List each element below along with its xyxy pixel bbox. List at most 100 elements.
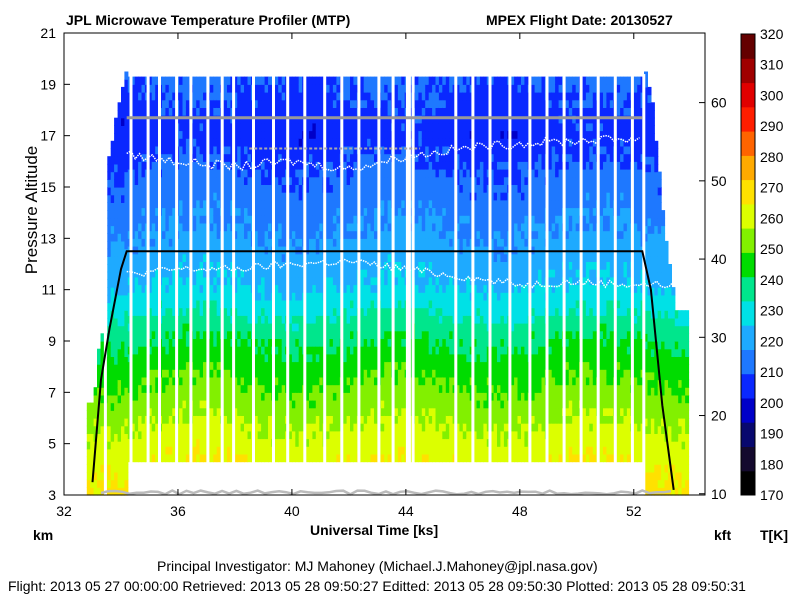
heat-cell: [131, 284, 136, 293]
heat-cell: [148, 76, 153, 85]
heat-cell: [367, 400, 372, 409]
heat-cell: [421, 307, 426, 316]
heat-cell: [131, 222, 136, 232]
heat-cell: [148, 338, 153, 347]
heat-cell: [182, 323, 187, 332]
heat-cell: [196, 384, 201, 393]
heat-cell: [257, 346, 262, 355]
heat-cell: [319, 107, 324, 116]
heat-cell: [309, 169, 313, 178]
heat-cell: [326, 122, 331, 132]
heat-cell: [415, 284, 419, 293]
heat-cell: [346, 284, 351, 293]
heat-cell: [134, 330, 139, 339]
heat-cell: [274, 423, 279, 432]
heat-cell: [343, 315, 348, 324]
heat-cell: [148, 115, 153, 124]
heat-cell: [213, 376, 218, 386]
heat-cell: [124, 79, 129, 88]
heat-cell: [435, 361, 440, 370]
heat-cell: [374, 292, 378, 301]
heat-cell: [117, 479, 122, 488]
heat-cell: [332, 353, 337, 363]
heat-cell: [415, 338, 419, 347]
heat-cell: [257, 115, 262, 124]
heat-cell: [165, 284, 170, 293]
heat-cell: [432, 392, 437, 401]
heat-cell: [110, 348, 115, 357]
heat-cell: [196, 330, 201, 339]
heat-cell: [387, 299, 392, 309]
heat-cell: [124, 441, 129, 450]
heat-cell: [336, 253, 341, 262]
heat-cell: [319, 407, 324, 416]
heat-cell: [213, 407, 218, 416]
heat-cell: [370, 276, 375, 286]
heat-cell: [360, 207, 365, 216]
heat-cell: [227, 130, 231, 139]
heat-cell: [257, 430, 262, 440]
heat-cell: [131, 384, 136, 393]
heat-cell: [151, 415, 156, 424]
heat-cell: [185, 230, 190, 239]
heat-cell: [134, 192, 139, 201]
heat-cell: [432, 338, 437, 347]
heat-cell: [209, 330, 214, 339]
heat-cell: [350, 84, 354, 93]
heat-cell: [244, 138, 248, 147]
heat-cell: [124, 425, 129, 434]
heat-cell: [309, 353, 313, 363]
heat-cell: [428, 99, 433, 108]
heat-cell: [179, 407, 184, 416]
heat-cell: [268, 453, 272, 463]
heat-cell: [438, 369, 443, 378]
heat-cell: [237, 330, 242, 339]
heat-cell: [332, 369, 337, 378]
heat-cell: [165, 99, 170, 108]
heat-cell: [435, 384, 440, 393]
heat-cell: [182, 407, 187, 416]
heat-cell: [319, 192, 324, 201]
heat-cell: [428, 299, 433, 309]
heat-cell: [227, 307, 231, 316]
heat-cell: [298, 376, 303, 386]
heat-cell: [213, 446, 218, 455]
heat-cell: [172, 323, 177, 332]
heat-cell: [309, 145, 313, 155]
heat-cell: [298, 315, 303, 324]
heat-cell: [305, 269, 310, 278]
heat-cell: [203, 292, 207, 301]
heat-cell: [370, 145, 375, 155]
heat-cell: [329, 276, 334, 286]
heat-cell: [418, 315, 423, 324]
heat-cell: [182, 176, 187, 185]
heat-cell: [148, 107, 153, 116]
heat-cell: [124, 102, 129, 111]
heat-cell: [380, 307, 385, 316]
heat-cell: [93, 394, 98, 404]
heat-cell: [162, 323, 166, 332]
heat-cell: [336, 246, 341, 255]
heat-cell: [141, 153, 146, 162]
heat-cell: [121, 317, 125, 327]
heat-cell: [336, 376, 341, 386]
heat-cell: [435, 169, 440, 178]
heat-cell: [346, 92, 351, 101]
heat-cell: [326, 76, 331, 85]
heat-cell: [291, 415, 296, 424]
heat-cell: [223, 415, 228, 424]
heat-cell: [237, 176, 242, 185]
heat-cell: [203, 392, 207, 401]
heat-cell: [295, 407, 300, 416]
heat-cell: [329, 376, 334, 386]
heat-cell: [432, 361, 437, 370]
heat-cell: [312, 430, 317, 440]
heat-cell: [264, 192, 269, 201]
heat-cell: [155, 215, 160, 224]
heat-cell: [141, 446, 146, 455]
heat-cell: [141, 276, 146, 286]
heat-cell: [281, 453, 286, 463]
heat-cell: [394, 238, 399, 247]
heat-cell: [261, 453, 266, 463]
heat-cell: [268, 338, 272, 347]
